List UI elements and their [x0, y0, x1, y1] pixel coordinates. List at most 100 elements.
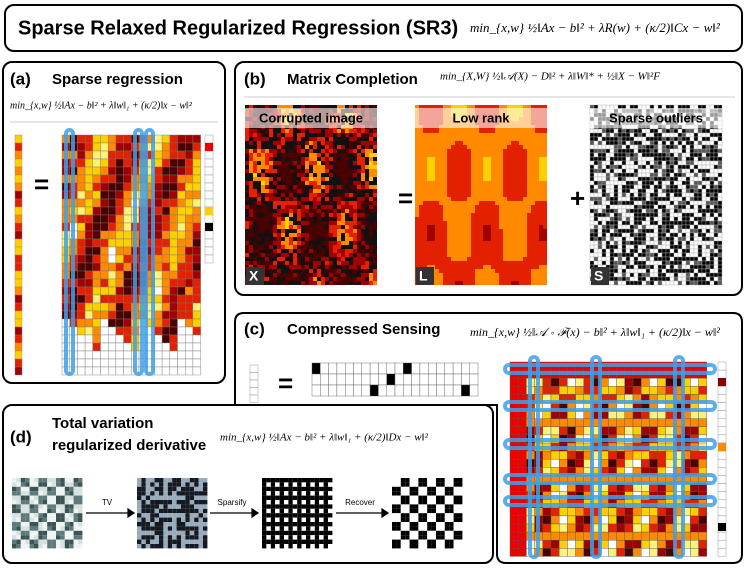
cell — [511, 145, 515, 149]
cell — [261, 189, 265, 193]
cell — [317, 245, 321, 249]
cell — [479, 241, 483, 245]
cell — [633, 184, 639, 190]
cell — [495, 177, 499, 181]
cell — [479, 281, 483, 285]
cell — [475, 169, 479, 173]
cell — [701, 220, 707, 226]
cell — [495, 241, 499, 245]
cell — [713, 196, 719, 202]
cell — [273, 229, 277, 233]
cell — [313, 153, 317, 157]
cell — [357, 157, 361, 161]
cell — [613, 156, 619, 162]
cell — [531, 161, 535, 165]
cell — [503, 233, 507, 237]
cell — [84, 206, 93, 216]
cell — [321, 229, 325, 233]
cell — [597, 216, 603, 222]
cell — [495, 217, 499, 221]
cell — [365, 265, 369, 269]
cell — [345, 277, 349, 281]
cell — [487, 229, 491, 233]
cell — [601, 204, 607, 210]
cell — [369, 201, 373, 205]
cell — [621, 184, 627, 190]
cell — [495, 225, 499, 229]
cell — [673, 264, 679, 270]
cell — [487, 129, 491, 133]
cell — [717, 252, 723, 258]
cell — [305, 129, 309, 133]
cell — [169, 318, 178, 328]
cell — [435, 181, 439, 185]
cell — [265, 133, 269, 137]
cell — [269, 229, 273, 233]
cell — [245, 201, 249, 205]
cell — [257, 197, 261, 201]
cell — [451, 189, 455, 193]
cell — [713, 232, 719, 238]
cell — [613, 204, 619, 210]
cell — [709, 244, 715, 250]
cell — [617, 232, 623, 238]
cell — [301, 133, 305, 137]
cell — [455, 181, 459, 185]
cell — [471, 197, 475, 201]
cell — [361, 213, 365, 217]
cell — [613, 192, 619, 198]
cell — [507, 165, 511, 169]
cell — [475, 157, 479, 161]
cell — [523, 173, 527, 177]
cell — [531, 269, 535, 273]
cell — [665, 168, 671, 174]
cell — [467, 197, 471, 201]
cell — [297, 213, 301, 217]
cell — [415, 145, 419, 149]
cell — [161, 326, 171, 336]
cell — [593, 236, 599, 242]
cell — [641, 244, 647, 250]
cell — [689, 168, 695, 174]
cell — [419, 217, 423, 221]
cell — [265, 149, 269, 153]
cell — [281, 233, 285, 237]
cell — [713, 188, 719, 194]
cell — [717, 168, 723, 174]
cell — [341, 281, 345, 285]
cell — [301, 249, 305, 253]
cell — [645, 160, 651, 166]
cell — [293, 249, 297, 253]
image — [204, 134, 214, 264]
cell — [539, 189, 543, 193]
cell — [373, 209, 377, 213]
cell — [705, 160, 711, 166]
cell — [451, 177, 455, 181]
cell — [487, 273, 491, 277]
cell — [451, 273, 455, 277]
cell — [613, 232, 619, 238]
cell — [329, 253, 333, 257]
cell — [281, 245, 285, 249]
cell — [107, 358, 117, 368]
cell — [613, 216, 619, 222]
cell — [309, 209, 313, 213]
cell — [539, 105, 543, 109]
cell — [361, 221, 365, 225]
cell — [455, 253, 459, 257]
cell — [447, 137, 451, 141]
cell — [539, 281, 543, 285]
cell — [455, 249, 459, 253]
cell — [523, 237, 527, 241]
cell — [629, 216, 635, 222]
cell — [629, 240, 635, 246]
cell — [483, 245, 487, 249]
cell — [245, 169, 249, 173]
cell — [115, 278, 124, 288]
cell — [361, 237, 365, 241]
cell — [543, 213, 547, 217]
cell — [115, 150, 124, 160]
cell — [601, 240, 607, 246]
cell — [455, 189, 459, 193]
cell — [669, 208, 675, 214]
